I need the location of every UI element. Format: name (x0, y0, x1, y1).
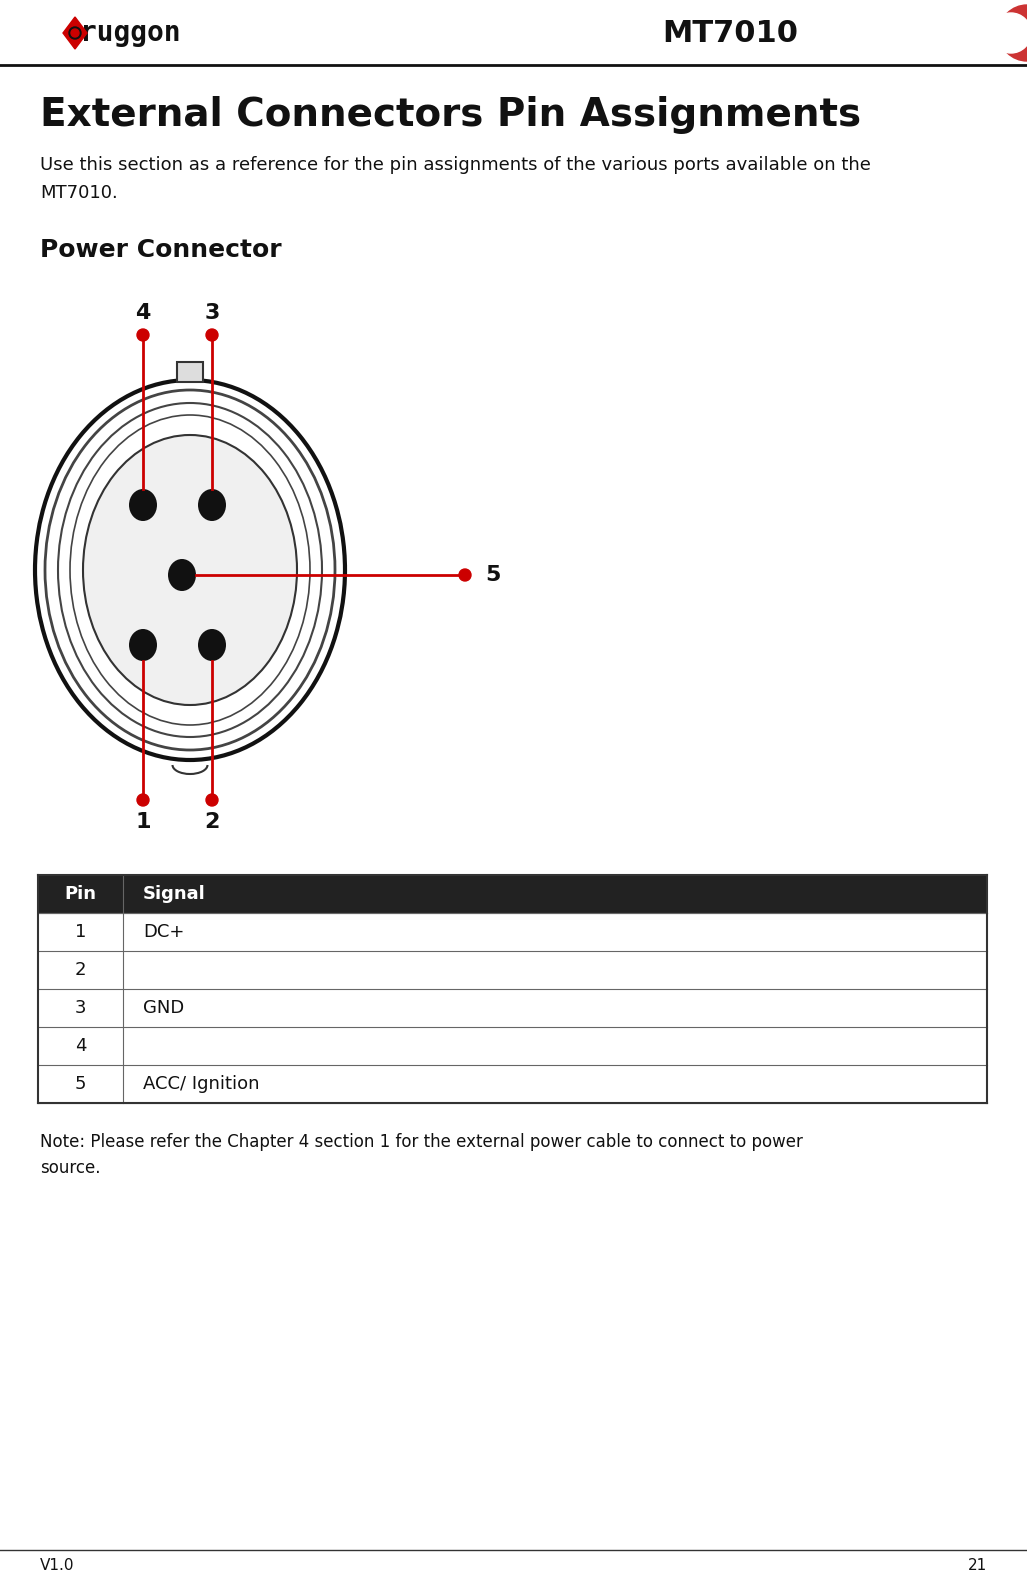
Circle shape (69, 27, 81, 40)
Text: Pin: Pin (65, 884, 97, 903)
Circle shape (999, 5, 1027, 60)
Text: MT7010.: MT7010. (40, 184, 118, 201)
Text: ruggon: ruggon (80, 19, 181, 48)
Text: 5: 5 (485, 564, 500, 585)
Ellipse shape (129, 629, 157, 661)
Text: Power Connector: Power Connector (40, 238, 281, 262)
Text: Note: Please refer the Chapter 4 section 1 for the external power cable to conne: Note: Please refer the Chapter 4 section… (40, 1133, 803, 1151)
Bar (38, 1065, 987, 1103)
Text: source.: source. (40, 1159, 101, 1178)
Text: 2: 2 (75, 961, 86, 980)
Text: 3: 3 (204, 303, 220, 323)
Text: V1.0: V1.0 (40, 1558, 75, 1572)
Text: Signal: Signal (143, 884, 205, 903)
Text: External Connectors Pin Assignments: External Connectors Pin Assignments (40, 97, 861, 135)
Text: Use this section as a reference for the pin assignments of the various ports ava: Use this section as a reference for the … (40, 155, 871, 174)
Circle shape (137, 794, 149, 807)
Ellipse shape (198, 490, 226, 521)
Ellipse shape (83, 434, 297, 705)
Bar (38, 951, 987, 989)
Circle shape (206, 330, 218, 341)
Ellipse shape (129, 490, 157, 521)
Ellipse shape (35, 380, 345, 759)
Bar (38, 1027, 987, 1065)
Text: ACC/ Ignition: ACC/ Ignition (143, 1075, 260, 1094)
Text: GND: GND (143, 999, 184, 1018)
Text: 21: 21 (967, 1558, 987, 1572)
Text: 2: 2 (204, 812, 220, 832)
Text: DC+: DC+ (143, 922, 185, 941)
Circle shape (991, 13, 1027, 52)
Text: 5: 5 (75, 1075, 86, 1094)
Ellipse shape (198, 629, 226, 661)
Bar (38, 875, 987, 913)
Text: 4: 4 (136, 303, 151, 323)
Ellipse shape (168, 560, 196, 591)
Bar (38, 913, 987, 951)
Text: 1: 1 (136, 812, 151, 832)
Text: 1: 1 (75, 922, 86, 941)
Circle shape (71, 29, 79, 36)
Text: MT7010: MT7010 (662, 19, 798, 48)
Text: 4: 4 (75, 1037, 86, 1056)
Polygon shape (63, 17, 87, 49)
Bar (38, 989, 987, 1027)
Bar (177, 361, 203, 382)
Text: 3: 3 (75, 999, 86, 1018)
Circle shape (459, 569, 471, 582)
Circle shape (137, 330, 149, 341)
Circle shape (206, 794, 218, 807)
